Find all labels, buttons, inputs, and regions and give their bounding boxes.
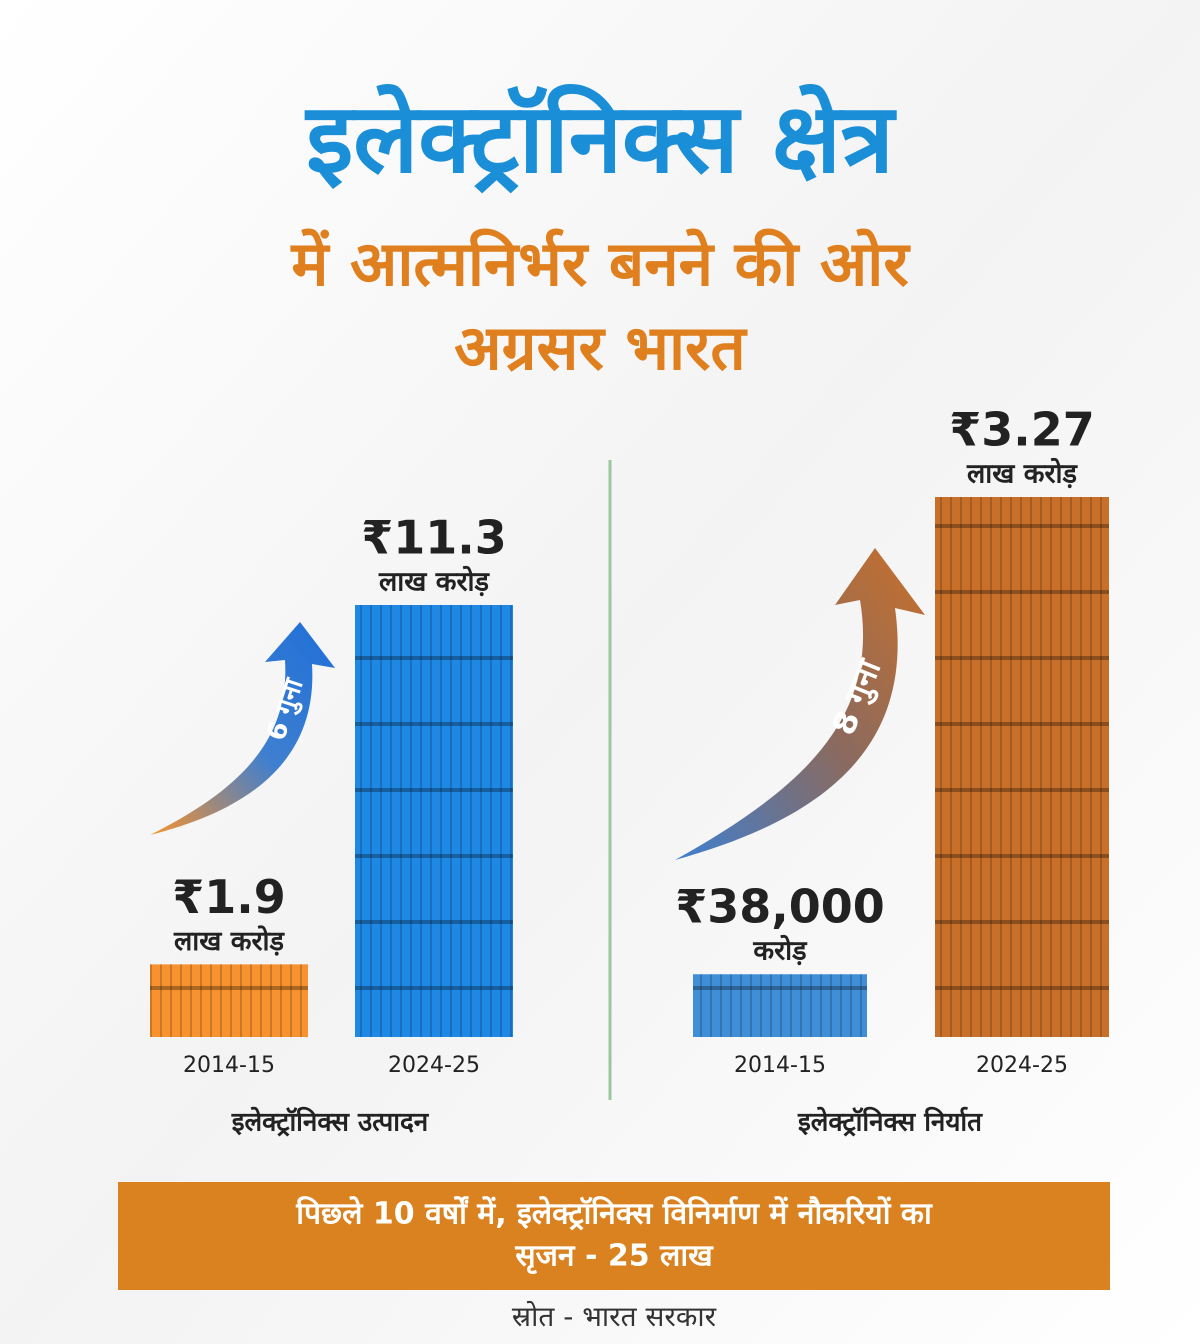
subtitle: में आत्मनिर्भर बनने की ओर: [290, 227, 911, 300]
value-label: ₹38,000: [675, 880, 885, 934]
x-tick-label: 2024-25: [388, 1053, 480, 1078]
x-tick-label: 2014-15: [734, 1053, 826, 1078]
value-label: ₹3.27: [949, 403, 1095, 457]
x-tick-label: 2024-25: [976, 1053, 1068, 1078]
subtitle: अग्रसर भारत: [454, 311, 748, 384]
bar-texture: [935, 497, 1109, 1037]
unit-label: लाख करोड़: [378, 566, 491, 598]
x-tick-label: 2014-15: [183, 1053, 275, 1078]
footer-note: सृजन - 25 लाख: [514, 1239, 714, 1275]
unit-label: करोड़: [752, 935, 808, 967]
growth-arrow: [150, 622, 335, 835]
bar-texture: [150, 964, 308, 1037]
chart-title: इलेक्ट्रॉनिक्स निर्यात: [797, 1107, 983, 1138]
chart-title: इलेक्ट्रॉनिक्स उत्पादन: [231, 1107, 430, 1138]
footer-band: [118, 1182, 1110, 1290]
value-label: ₹11.3: [361, 511, 507, 565]
source: स्रोत - भारत सरकार: [512, 1300, 717, 1333]
unit-label: लाख करोड़: [966, 458, 1079, 490]
growth-arrow: [675, 548, 925, 860]
unit-label: लाख करोड़: [173, 925, 286, 957]
footer-note: पिछले 10 वर्षों में, इलेक्ट्रॉनिक्स विनि…: [295, 1196, 933, 1232]
bar-texture: [355, 605, 513, 1037]
value-label: ₹1.9: [172, 870, 286, 924]
bar-texture: [693, 974, 867, 1037]
title: इलेक्ट्रॉनिक्स क्षेत्र: [304, 82, 897, 194]
